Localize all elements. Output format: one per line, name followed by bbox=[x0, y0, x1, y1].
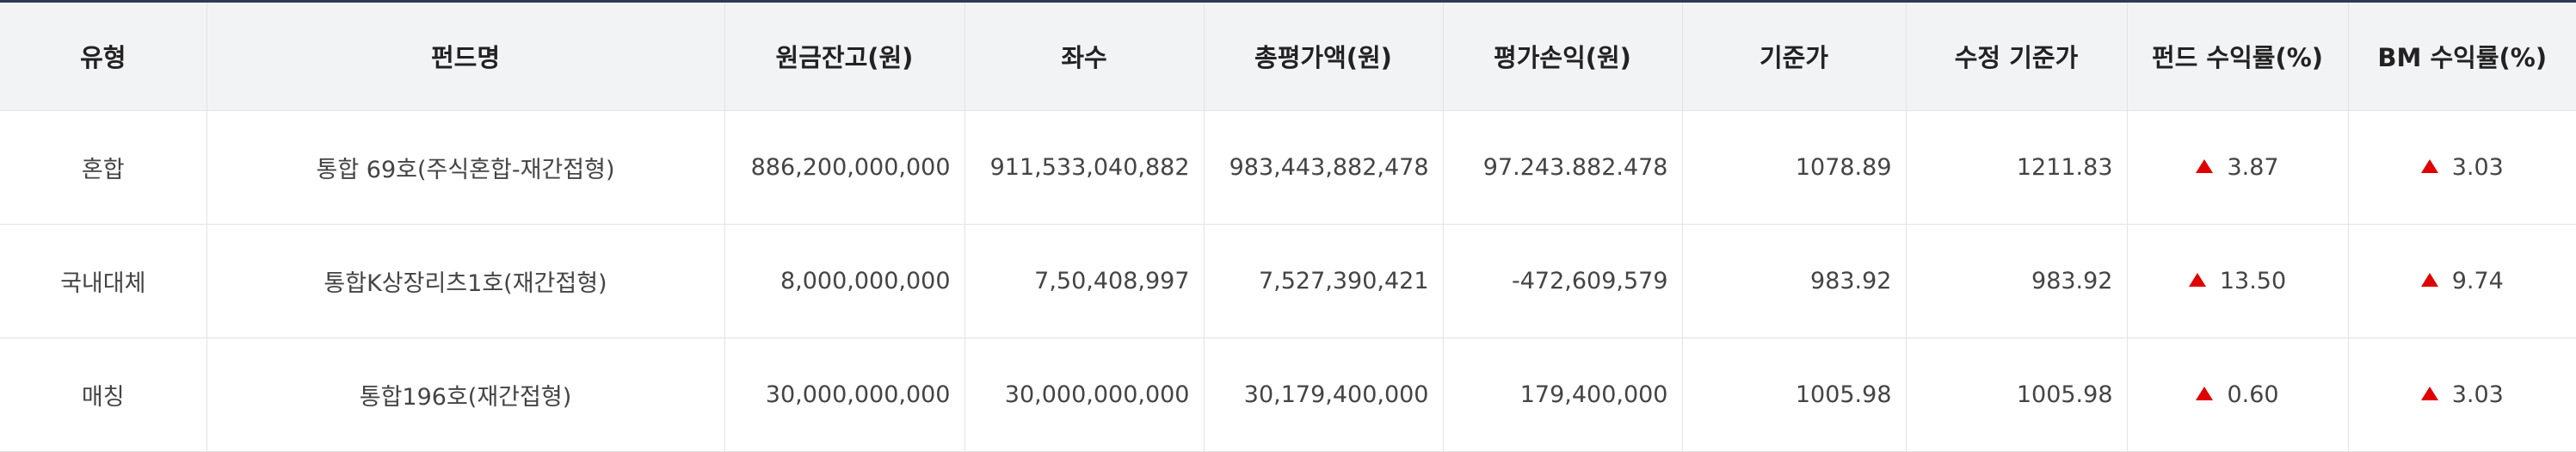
cell-total-value: 983,443,882,478 bbox=[1204, 110, 1444, 225]
bm-return-value: 9.74 bbox=[2451, 267, 2504, 294]
bm-return-value: 3.03 bbox=[2451, 153, 2504, 181]
fund-returns-table: 유형 펀드명 원금잔고(원) 좌수 총평가액(원) 평가손익(원) 기준가 수정… bbox=[0, 3, 2576, 452]
header-base-price: 기준가 bbox=[1682, 3, 1907, 111]
fund-return-value: 0.60 bbox=[2227, 381, 2279, 408]
up-arrow-icon bbox=[2420, 158, 2438, 173]
table-header-row: 유형 펀드명 원금잔고(원) 좌수 총평가액(원) 평가손익(원) 기준가 수정… bbox=[0, 3, 2576, 111]
cell-principal: 30,000,000,000 bbox=[724, 337, 965, 452]
cell-type: 혼합 bbox=[0, 110, 207, 225]
cell-total-value: 7,527,390,421 bbox=[1204, 224, 1444, 338]
header-fund-name: 펀드명 bbox=[206, 3, 725, 111]
fund-return-value: 3.87 bbox=[2227, 153, 2279, 181]
cell-pnl: 179,400,000 bbox=[1443, 337, 1683, 452]
cell-adj-base-price: 1211.83 bbox=[1906, 110, 2128, 225]
up-arrow-icon bbox=[2196, 386, 2214, 400]
cell-base-price: 983.92 bbox=[1682, 224, 1907, 338]
cell-units: 7,50,408,997 bbox=[964, 224, 1205, 338]
cell-pnl: -472,609,579 bbox=[1443, 224, 1683, 338]
table-row: 혼합 통합 69호(주식혼합-재간접형) 886,200,000,000 911… bbox=[0, 110, 2576, 225]
header-total-value: 총평가액(원) bbox=[1204, 3, 1444, 111]
header-bm-return: BM 수익률(%) bbox=[2348, 3, 2576, 111]
header-pnl: 평가손익(원) bbox=[1443, 3, 1683, 111]
cell-fund-name: 통합 69호(주식혼합-재간접형) bbox=[206, 110, 725, 225]
cell-bm-return: 3.03 bbox=[2348, 337, 2576, 452]
cell-fund-name: 통합K상장리츠1호(재간접형) bbox=[206, 224, 725, 338]
table-row: 매칭 통합196호(재간접형) 30,000,000,000 30,000,00… bbox=[0, 337, 2576, 452]
up-arrow-icon bbox=[2196, 158, 2214, 173]
cell-type: 매칭 bbox=[0, 337, 207, 452]
up-arrow-icon bbox=[2420, 386, 2438, 400]
header-type: 유형 bbox=[0, 3, 207, 111]
cell-adj-base-price: 983.92 bbox=[1906, 224, 2128, 338]
header-principal: 원금잔고(원) bbox=[724, 3, 965, 111]
cell-units: 911,533,040,882 bbox=[964, 110, 1205, 225]
cell-total-value: 30,179,400,000 bbox=[1204, 337, 1444, 452]
header-adj-base-price: 수정 기준가 bbox=[1906, 3, 2128, 111]
cell-pnl: 97.243.882.478 bbox=[1443, 110, 1683, 225]
cell-principal: 8,000,000,000 bbox=[724, 224, 965, 338]
cell-fund-name: 통합196호(재간접형) bbox=[206, 337, 725, 452]
header-fund-return: 펀드 수익률(%) bbox=[2127, 3, 2349, 111]
cell-principal: 886,200,000,000 bbox=[724, 110, 965, 225]
cell-adj-base-price: 1005.98 bbox=[1906, 337, 2128, 452]
up-arrow-icon bbox=[2188, 272, 2206, 287]
fund-return-value: 13.50 bbox=[2219, 267, 2287, 294]
cell-fund-return: 0.60 bbox=[2127, 337, 2349, 452]
cell-bm-return: 9.74 bbox=[2348, 224, 2576, 338]
header-units: 좌수 bbox=[964, 3, 1205, 111]
table-row: 국내대체 통합K상장리츠1호(재간접형) 8,000,000,000 7,50,… bbox=[0, 224, 2576, 338]
cell-fund-return: 3.87 bbox=[2127, 110, 2349, 225]
cell-base-price: 1005.98 bbox=[1682, 337, 1907, 452]
bm-return-value: 3.03 bbox=[2451, 381, 2504, 408]
cell-base-price: 1078.89 bbox=[1682, 110, 1907, 225]
cell-units: 30,000,000,000 bbox=[964, 337, 1205, 452]
up-arrow-icon bbox=[2420, 272, 2438, 287]
cell-fund-return: 13.50 bbox=[2127, 224, 2349, 338]
cell-type: 국내대체 bbox=[0, 224, 207, 338]
cell-bm-return: 3.03 bbox=[2348, 110, 2576, 225]
